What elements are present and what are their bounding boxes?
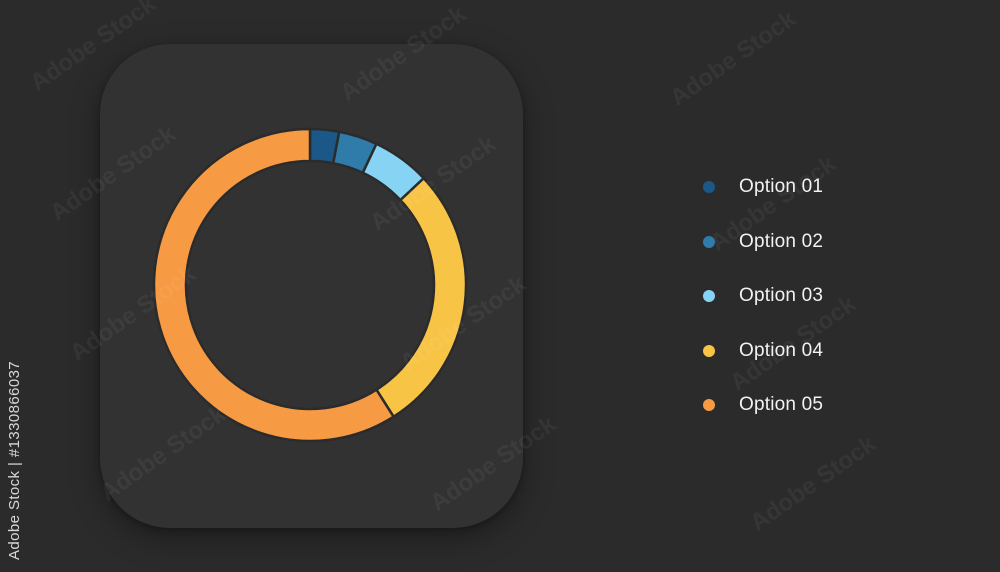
legend-label: Option 05 [739,394,824,416]
stock-id-text: Adobe Stock | #1330866037 [6,360,23,560]
donut-slice-4 [374,176,468,419]
legend-item-option-03: Option 03 [703,269,823,324]
legend-item-option-02: Option 02 [703,215,823,270]
legend-label: Option 01 [739,176,824,198]
legend-label: Option 03 [739,285,824,307]
legend-dot [703,344,715,357]
donut-chart [152,127,468,443]
donut-slice-5 [152,127,396,443]
legend-item-option-04: Option 04 [703,324,823,379]
legend-dot [703,290,715,303]
legend-dot [703,399,715,412]
legend-dot [703,235,715,248]
legend-dot [703,181,715,194]
legend-label: Option 02 [739,230,824,252]
legend: Option 01 Option 02 Option 03 Option 04 … [703,160,823,433]
legend-item-option-05: Option 05 [703,378,823,433]
watermark: Adobe Stock [745,430,881,537]
legend-label: Option 04 [739,339,824,361]
legend-item-option-01: Option 01 [703,160,823,215]
watermark: Adobe Stock [665,5,801,112]
